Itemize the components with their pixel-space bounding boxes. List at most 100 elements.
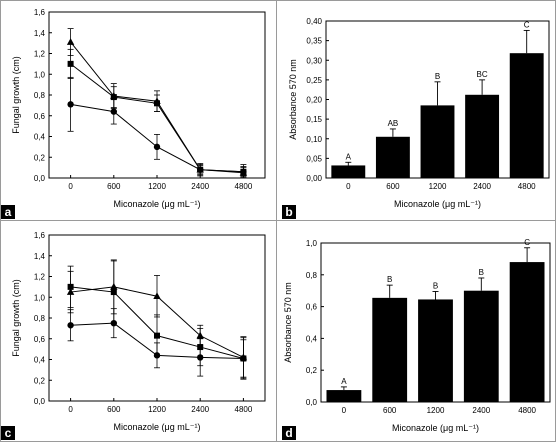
bar: [420, 105, 455, 178]
x-tick-label: 2400: [191, 405, 209, 414]
y-tick-label: 1,6: [34, 8, 46, 17]
significance-label: B: [387, 275, 392, 284]
horizontal-divider: [0, 220, 556, 221]
panel-tag-c: c: [1, 426, 15, 440]
bar: [465, 94, 500, 178]
y-tick-label: 0,2: [306, 366, 318, 375]
bar: [463, 290, 499, 402]
y-tick-label: 0,8: [34, 314, 46, 323]
y-tick-label: 0,40: [306, 17, 322, 26]
series-circle: [67, 308, 247, 380]
bar: [509, 262, 545, 402]
x-tick-label: 600: [107, 182, 121, 191]
y-tick-label: 1,6: [34, 231, 46, 240]
triangle-marker: [153, 292, 161, 300]
square-marker: [154, 332, 160, 339]
y-tick-label: 0,4: [306, 334, 318, 343]
y-tick-label: 0,10: [306, 135, 322, 144]
bar: [509, 53, 544, 179]
x-tick-label: 1200: [148, 182, 166, 191]
y-tick-label: 1,4: [34, 29, 46, 38]
panel-tag-b: b: [282, 205, 296, 219]
y-tick-label: 0,35: [306, 37, 322, 46]
x-tick-label: 0: [346, 182, 351, 191]
circle-marker: [240, 355, 247, 362]
significance-label: C: [524, 238, 530, 247]
y-tick-label: 1,0: [34, 293, 46, 302]
series-circle: [67, 76, 247, 177]
y-tick-label: 0,00: [306, 174, 322, 183]
y-tick-label: 0,15: [306, 115, 322, 124]
y-tick-label: 1,4: [34, 252, 46, 261]
x-axis-title: Miconazole (μg mL⁻¹): [394, 199, 481, 209]
y-tick-label: 0,30: [306, 56, 322, 65]
significance-label: C: [524, 20, 530, 29]
significance-label: BC: [477, 70, 488, 79]
bar: [326, 390, 362, 402]
x-tick-label: 4800: [518, 406, 536, 415]
chart-panel-d: 0,0 0,2 0,4 0,6 0,8 1,0 0 600 1200 2400 4800 Micona…: [283, 238, 551, 433]
y-tick-label: 0,2: [34, 376, 46, 385]
y-tick-label: 0,6: [306, 303, 318, 312]
x-tick-label: 600: [107, 405, 121, 414]
y-axis-title: Absorbance 570 nm: [283, 282, 293, 363]
chart-panel-a: 0,0 0,2 0,4 0,6 0,8 1,0 1,2 1,4 1,6 0 600 1200 2400 4…: [11, 8, 266, 209]
square-marker: [110, 289, 117, 296]
y-tick-label: 0,20: [306, 96, 322, 105]
panel-tag-d: d: [282, 426, 296, 440]
y-tick-label: 0,05: [306, 154, 322, 163]
bar: [372, 297, 408, 402]
significance-label: B: [433, 281, 438, 290]
x-tick-label: 4800: [235, 405, 253, 414]
square-marker: [154, 100, 160, 107]
x-tick-label: 1200: [427, 406, 445, 415]
circle-marker: [153, 143, 161, 151]
chart-panel-b: 0,00 0,05 0,10 0,15 0,20 0,25 0,30 0,35 0,40 0 600…: [288, 17, 550, 209]
circle-marker: [240, 168, 247, 175]
circle-marker: [110, 319, 118, 327]
x-tick-label: 0: [68, 405, 73, 414]
bar: [331, 165, 366, 178]
y-axis-title: Absorbance 570 nm: [288, 59, 298, 140]
square-marker: [110, 94, 117, 101]
x-tick-label: 2400: [472, 406, 490, 415]
y-tick-label: 0,0: [34, 174, 46, 183]
y-tick-label: 0,8: [306, 271, 318, 280]
x-tick-label: 2400: [473, 182, 491, 191]
y-axis-title: Fungal growth (cm): [11, 279, 21, 357]
y-tick-label: 0,6: [34, 112, 46, 121]
y-tick-label: 0,0: [306, 398, 318, 407]
x-tick-label: 4800: [518, 182, 536, 191]
significance-label: B: [435, 72, 440, 81]
x-axis-title: Miconazole (μg mL⁻¹): [392, 423, 479, 433]
x-tick-label: 2400: [191, 182, 209, 191]
vertical-divider: [276, 0, 277, 442]
circle-marker: [153, 352, 161, 359]
x-tick-label: 4800: [235, 182, 253, 191]
x-tick-label: 0: [342, 406, 347, 415]
circle-marker: [67, 322, 74, 329]
y-tick-label: 1,2: [34, 50, 46, 59]
circle-marker: [197, 166, 204, 173]
x-axis-title: Miconazole (μg mL⁻¹): [114, 422, 201, 432]
y-tick-label: 0,4: [34, 133, 46, 142]
x-tick-label: 600: [386, 182, 400, 191]
circle-marker: [67, 101, 74, 108]
x-tick-label: 1200: [429, 182, 447, 191]
bar: [375, 136, 410, 178]
x-axis-title: Miconazole (μg mL⁻¹): [114, 199, 201, 209]
y-tick-label: 0,4: [34, 356, 46, 365]
chart-panel-c: 0,0 0,2 0,4 0,6 0,8 1,0 1,2 1,4 1,6 0 600 1200 2400 4…: [11, 231, 266, 432]
x-tick-label: 1200: [148, 405, 166, 414]
y-axis-title: Fungal growth (cm): [11, 56, 21, 134]
panel-tag-a: a: [1, 205, 15, 219]
circle-marker: [110, 108, 118, 115]
x-tick-label: 0: [68, 182, 73, 191]
significance-label: AB: [388, 119, 399, 128]
x-tick-label: 600: [383, 406, 397, 415]
square-marker: [67, 283, 74, 290]
y-tick-label: 1,0: [34, 70, 46, 79]
y-tick-label: 0,6: [34, 335, 46, 344]
y-tick-label: 1,0: [306, 239, 318, 248]
